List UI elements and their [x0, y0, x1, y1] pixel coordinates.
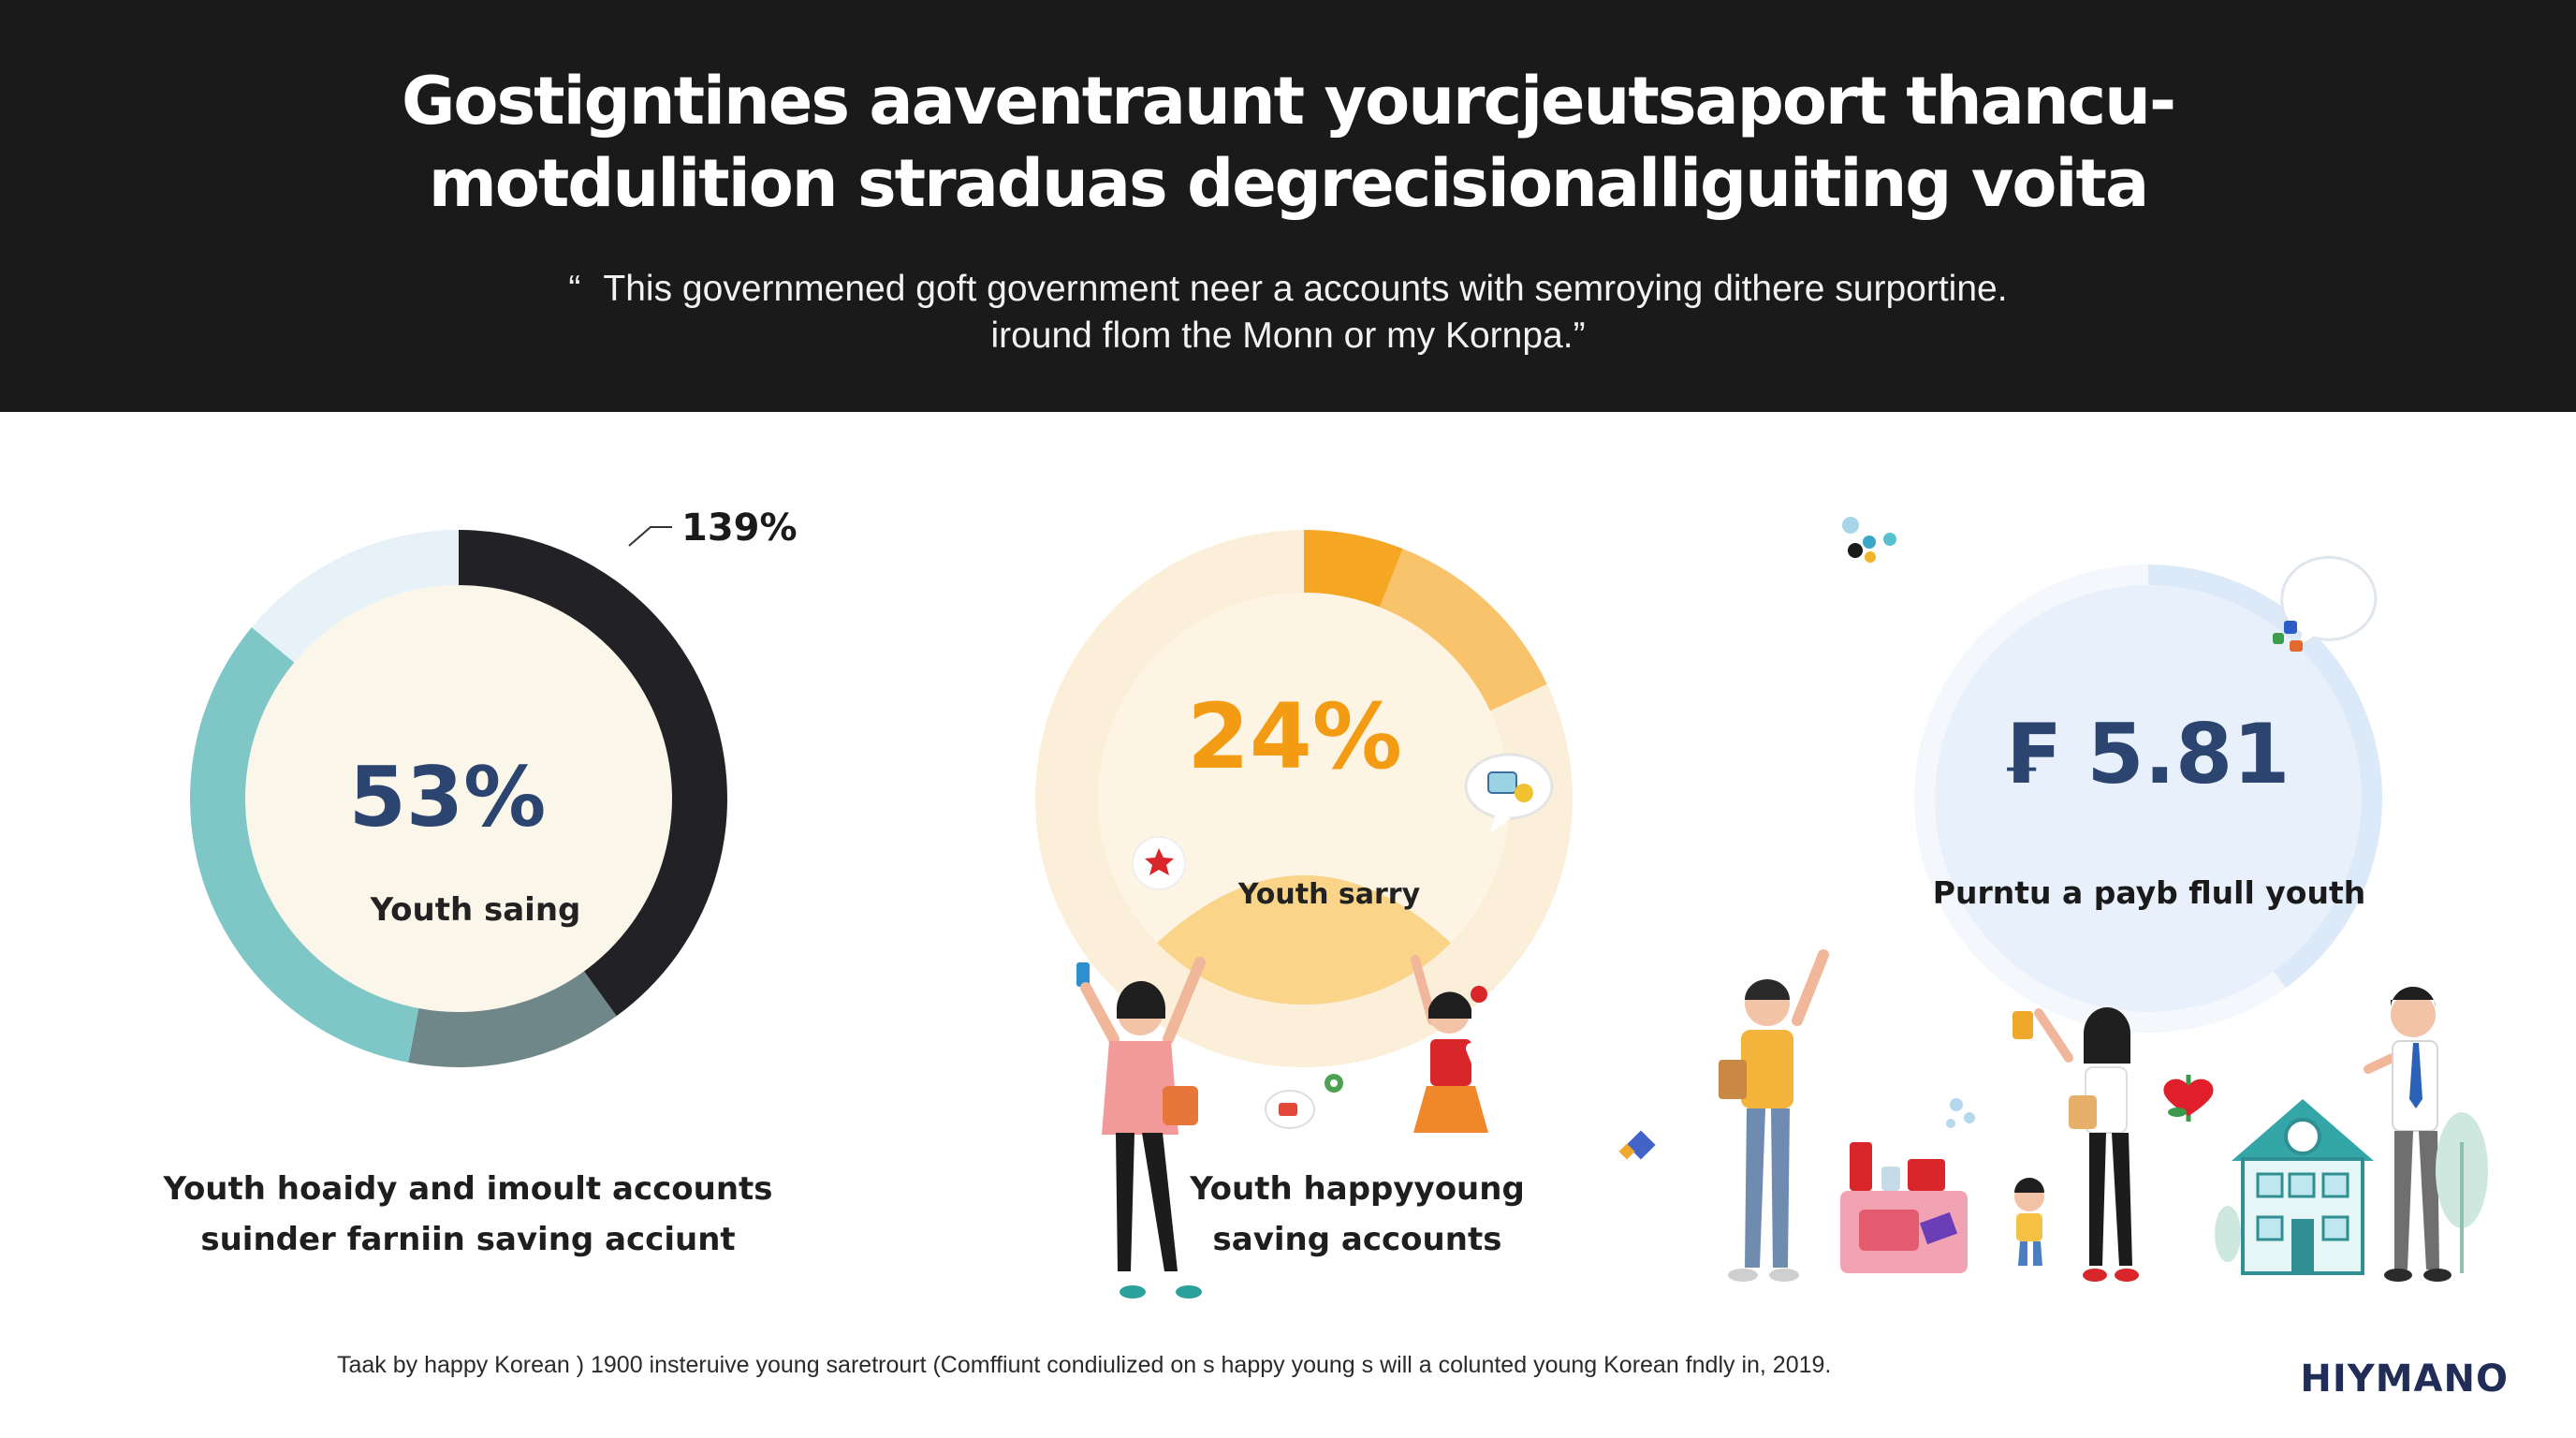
- donut-2-slice-2: [1379, 549, 1547, 712]
- woman-flower-icon: [2012, 1007, 2139, 1282]
- subtitle-quote: “ This governmened goft government neer a…: [0, 266, 2576, 360]
- caption-1-line-2: suinder farniin saving acciunt: [200, 1221, 736, 1258]
- tree-icon: [2215, 1112, 2488, 1273]
- donut-1-label: Youth saing: [370, 891, 581, 929]
- donut-chart-youth-sarry: 24% Youth sarry: [1035, 530, 1573, 1067]
- donut-1-slice-4: [251, 530, 459, 663]
- donut-2-center: [1098, 593, 1510, 1005]
- brand-logo: HIYMANO: [2300, 1357, 2509, 1401]
- child-icon: [2014, 1178, 2044, 1266]
- decorative-dots-icon: [1842, 517, 1896, 563]
- shop-counter-icon: [1840, 1142, 1968, 1273]
- quote-line-1: This governmened goft government neer a …: [603, 269, 2008, 309]
- donut-2-slice-1: [1304, 530, 1403, 608]
- girl-cheering-icon: [1411, 955, 1503, 1133]
- donut-3-label: Purntu a payb flull youth: [1933, 874, 2365, 911]
- man-waving-icon: [1719, 949, 1829, 1282]
- source-footnote: Taak by happy Korean ) 1900 insteruive y…: [337, 1352, 1832, 1378]
- caption-2-line-2: saving accounts: [1212, 1221, 1502, 1258]
- heart-flower-icon: [2163, 1075, 2214, 1122]
- infographic-panels: 53% Youth saing 139% 24% Youth sarry ₣ 5…: [190, 506, 2488, 1299]
- donut-2-wave: [1154, 875, 1454, 1008]
- annotation-leader-line: [628, 526, 672, 547]
- ticket-bubble-icon: [1265, 1090, 1315, 1129]
- caption-1-line-1: Youth hoaidy and imoult accounts: [163, 1170, 773, 1208]
- caption-youth-accounts: Youth hoaidy and imoult accounts suinder…: [131, 1164, 805, 1265]
- page-title: Gostigntines aaventraunt yourcjeutsaport…: [0, 60, 2576, 225]
- star-bubble-icon: [1132, 836, 1186, 890]
- donut-1-value: 53%: [349, 749, 547, 845]
- donut-2-value: 24%: [1187, 684, 1402, 789]
- sparkle-icon: [1618, 1098, 1975, 1160]
- quote-mark: “: [568, 269, 581, 309]
- small-gear-icon: [1325, 1074, 1343, 1093]
- donut-1-slice-3: [190, 627, 419, 1063]
- donut-1-center: [243, 583, 674, 1014]
- donut-2-label: Youth sarry: [1237, 878, 1421, 911]
- man-tie-icon: [2364, 986, 2452, 1282]
- donut-3-slice-1: [2148, 565, 2383, 989]
- caption-happy-young: Youth happyyoung saving accounts: [1142, 1164, 1573, 1265]
- donut-chart-youth-saving: 53% Youth saing 139%: [190, 506, 798, 1067]
- chat-bubble-icon: [2273, 555, 2378, 654]
- donut-1-slice-1: [459, 530, 728, 1017]
- donut-1-annotation: 139%: [681, 506, 798, 550]
- donut-1-slice-2: [408, 971, 617, 1067]
- donut-3-value: ₣ 5.81: [2001, 706, 2291, 802]
- coin-bubble-icon: [1464, 753, 1554, 833]
- caption-2-line-1: Youth happyyoung: [1190, 1170, 1525, 1208]
- title-line-1: Gostigntines aaventraunt yourcjeutsaport…: [401, 63, 2176, 139]
- header-banner: Gostigntines aaventraunt yourcjeutsaport…: [0, 0, 2576, 412]
- house-icon: [2232, 1099, 2374, 1275]
- quote-line-2: iround flom the Monn or my Kornpa.”: [990, 315, 1586, 356]
- woman-phone-icon: [1076, 957, 1206, 1299]
- title-line-2: motdulition straduas degrecisionalliguit…: [428, 145, 2149, 222]
- donut-3-center: [1935, 585, 2362, 1012]
- donut-chart-payb: ₣ 5.81 Purntu a payb flull youth: [1914, 565, 2383, 1033]
